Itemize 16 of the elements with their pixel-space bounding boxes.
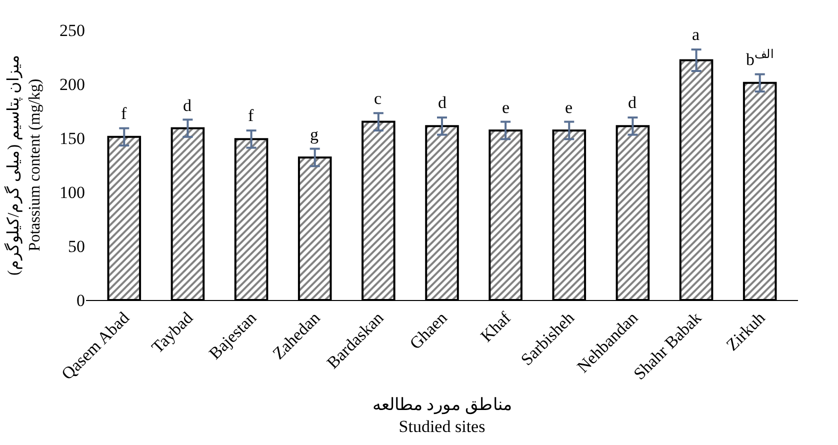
annotation: e [502, 98, 510, 117]
annotation: e [565, 98, 573, 117]
annotation: c [374, 89, 382, 108]
annotation: f [248, 106, 254, 125]
y-tick-label: 100 [60, 182, 85, 202]
annotation: f [121, 104, 127, 123]
annotation: d [183, 96, 192, 115]
annotation: g [310, 125, 319, 144]
annotation: d [438, 93, 447, 112]
y-tick-label: 200 [60, 74, 85, 94]
y-tick-label: 250 [60, 20, 85, 40]
y-tick-label: 150 [60, 128, 85, 148]
annotation: d [628, 93, 637, 112]
y-tick-label: 0 [76, 290, 85, 310]
annotation: a [692, 25, 700, 44]
y-tick-label: 50 [68, 236, 85, 256]
